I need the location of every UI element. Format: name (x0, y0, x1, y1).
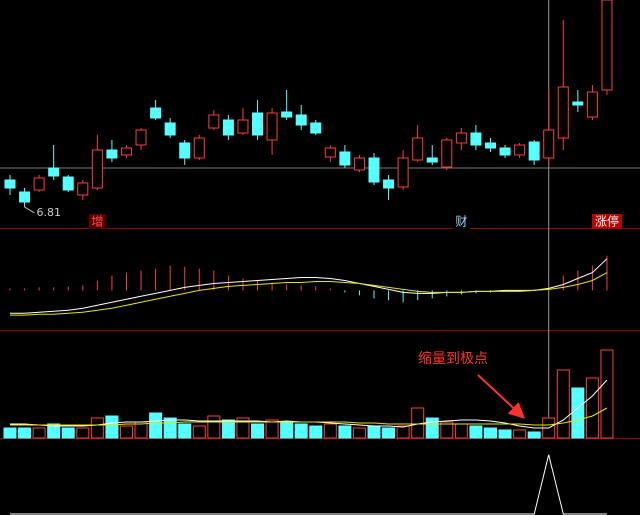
candle-body (266, 112, 278, 141)
candle-body (164, 122, 176, 136)
volume-bar (61, 427, 75, 439)
volume-bar (163, 417, 177, 439)
candle-body (193, 137, 205, 159)
marker-box (591, 214, 622, 229)
volume-bar (105, 415, 119, 439)
volume-bar (294, 423, 308, 439)
volume-bar (32, 427, 46, 439)
candle-body (120, 147, 132, 156)
low-pointer (24, 206, 35, 214)
line (10, 454, 607, 515)
volume-bar (265, 419, 279, 439)
line (10, 407, 608, 426)
candle-body (295, 114, 307, 126)
line (10, 272, 608, 316)
candle-body (470, 132, 482, 146)
candle-body (397, 157, 409, 188)
candle-body (33, 177, 45, 191)
candle-body (557, 86, 569, 139)
candle-body (310, 122, 322, 134)
volume-bar (119, 425, 133, 439)
volume-bar (454, 423, 468, 439)
candle-body (135, 129, 147, 146)
volume-bar (149, 412, 163, 439)
candle-body (601, 0, 613, 91)
annotation: 缩量到极点 (418, 351, 488, 367)
volume-bar (440, 421, 454, 439)
candle-body (426, 157, 438, 163)
candle-body (572, 101, 584, 106)
candle-body (222, 119, 234, 136)
candle-body (281, 111, 293, 118)
volume-bar (556, 369, 570, 439)
candle-body (252, 112, 264, 136)
candle-body (208, 114, 220, 129)
volume-bar (280, 421, 294, 439)
volume-bar (498, 429, 512, 439)
candle-body (353, 157, 365, 171)
candle-body (514, 144, 526, 156)
volume-bar (207, 415, 221, 439)
volume-bar (192, 425, 206, 439)
volume-bar (469, 425, 483, 439)
candle-body (499, 147, 511, 156)
volume-bar (396, 425, 410, 439)
volume-bar (585, 377, 599, 439)
volume-bar (18, 427, 32, 439)
candle-body (237, 119, 249, 134)
candle-body (150, 107, 162, 119)
volume-bar (251, 423, 265, 439)
candle-body (339, 151, 351, 166)
volume-bar (3, 427, 17, 439)
volume-bar (236, 417, 250, 439)
candle-body (62, 176, 74, 191)
candle-body (528, 141, 540, 161)
volume-bar (425, 417, 439, 439)
volume-bar (571, 387, 585, 439)
marker-label: 增 (91, 215, 103, 229)
line (10, 258, 608, 314)
marker-label: 涨停 (595, 214, 619, 229)
volume-bar (600, 349, 614, 439)
low-label: 6.81 (37, 206, 62, 219)
volume-bar (309, 425, 323, 439)
volume-bar (47, 423, 61, 439)
volume-bar (221, 419, 235, 439)
candle-body (412, 137, 424, 161)
volume-bar (483, 427, 497, 439)
volume-bar (527, 431, 541, 439)
candle-body (91, 149, 103, 189)
candle-body (19, 191, 31, 203)
candle-body (77, 182, 89, 196)
marker-box (452, 214, 470, 229)
candle-body (106, 149, 118, 159)
candle-body (179, 142, 191, 159)
candle-body (543, 129, 555, 159)
candle-body (324, 147, 336, 158)
candle-body (48, 167, 60, 177)
candle-body (383, 179, 395, 189)
candle-body (4, 179, 16, 189)
volume-bar (513, 429, 527, 439)
candle-body (368, 157, 380, 183)
marker-label: 财 (455, 215, 467, 229)
volume-bar (178, 423, 192, 439)
marker-box (88, 214, 106, 229)
volume-bar (338, 425, 352, 439)
annotation-arrow (477, 374, 525, 419)
volume-bar (323, 423, 337, 439)
candle-body (455, 132, 467, 144)
volume-bar (382, 427, 396, 439)
candle-body (484, 142, 496, 149)
volume-bar (352, 427, 366, 439)
volume-bar (367, 425, 381, 439)
candle-body (586, 91, 598, 118)
volume-bar (76, 427, 90, 439)
volume-bar (90, 417, 104, 439)
candle-body (441, 139, 453, 168)
